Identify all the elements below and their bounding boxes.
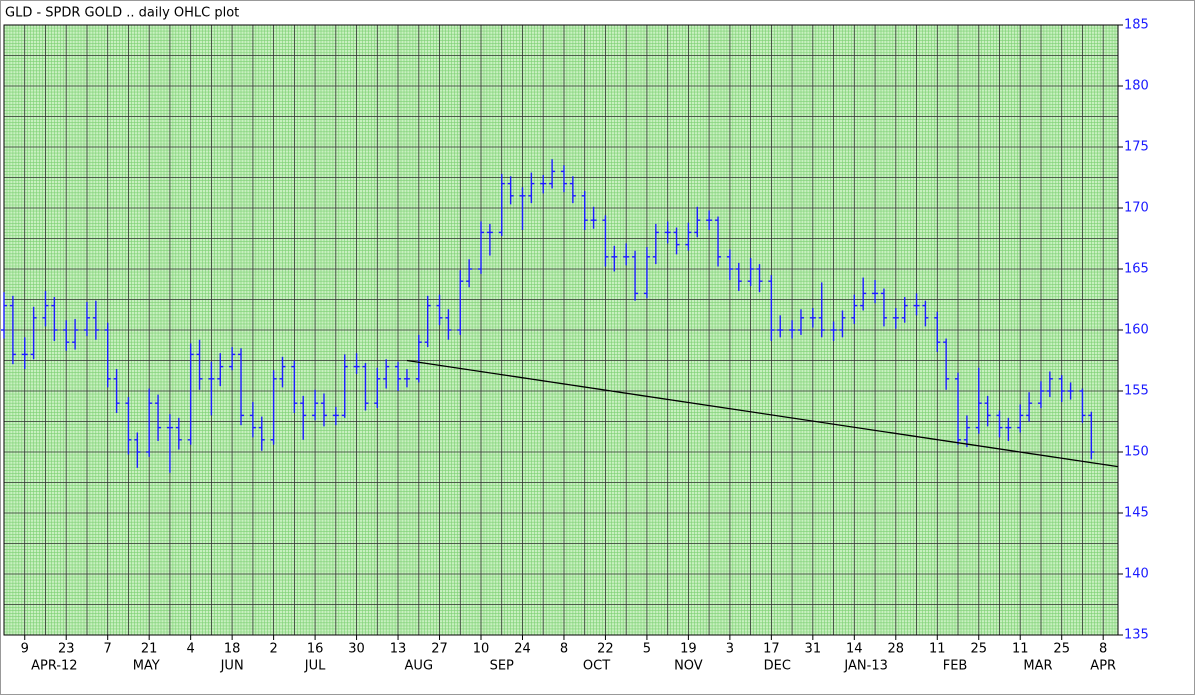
month-label: APR-12	[31, 659, 77, 674]
x-tick-label: 8	[1099, 642, 1107, 657]
month-label: AUG	[405, 659, 433, 674]
x-tick-label: 30	[348, 642, 365, 657]
x-tick-label: 25	[970, 642, 987, 657]
y-tick-label: 160	[1124, 323, 1149, 338]
month-label: JAN-13	[843, 659, 887, 674]
x-tick-label: 25	[1053, 642, 1070, 657]
month-label: APR	[1090, 659, 1116, 674]
x-tick-label: 4	[187, 642, 195, 657]
month-label: FEB	[943, 659, 968, 674]
y-tick-label: 170	[1124, 201, 1149, 216]
x-tick-label: 19	[680, 642, 697, 657]
y-tick-label: 165	[1124, 262, 1149, 277]
month-label: JUL	[304, 659, 326, 674]
chart-title: GLD - SPDR GOLD .. daily OHLC plot	[5, 6, 239, 21]
y-tick-label: 185	[1124, 18, 1149, 33]
month-label: MAY	[133, 659, 160, 674]
y-tick-label: 175	[1124, 140, 1149, 155]
x-tick-label: 17	[763, 642, 780, 657]
major-grid	[3, 24, 1118, 636]
x-tick-label: 10	[473, 642, 490, 657]
y-tick-label: 180	[1124, 79, 1149, 94]
month-label: JUN	[220, 659, 244, 674]
x-tick-label: 3	[726, 642, 734, 657]
x-tick-label: 28	[888, 642, 905, 657]
x-tick-label: 21	[141, 642, 158, 657]
y-tick-label: 155	[1124, 384, 1149, 399]
month-label: SEP	[490, 659, 514, 674]
x-tick-label: 13	[390, 642, 407, 657]
x-tick-label: 16	[307, 642, 324, 657]
trendline	[406, 359, 1119, 468]
y-tick-label: 145	[1124, 506, 1149, 521]
x-tick-label: 23	[58, 642, 75, 657]
y-tick-label: 140	[1124, 567, 1149, 582]
month-label: MAR	[1023, 659, 1052, 674]
x-tick-label: 9	[21, 642, 29, 657]
x-tick-label: 14	[846, 642, 863, 657]
y-tick-label: 135	[1124, 628, 1149, 643]
x-tick-label: 18	[224, 642, 241, 657]
x-tick-label: 11	[929, 642, 946, 657]
month-label: DEC	[764, 659, 791, 674]
x-tick-label: 24	[514, 642, 531, 657]
x-tick-label: 8	[560, 642, 568, 657]
x-tick-label: 2	[269, 642, 277, 657]
x-tick-label: 5	[643, 642, 651, 657]
month-label: OCT	[583, 659, 610, 674]
month-label: NOV	[674, 659, 703, 674]
x-tick-label: 27	[431, 642, 448, 657]
x-tick-label: 11	[1012, 642, 1029, 657]
x-tick-label: 7	[104, 642, 112, 657]
y-tick-label: 150	[1124, 445, 1149, 460]
x-tick-label: 22	[597, 642, 614, 657]
x-tick-label: 31	[805, 642, 822, 657]
